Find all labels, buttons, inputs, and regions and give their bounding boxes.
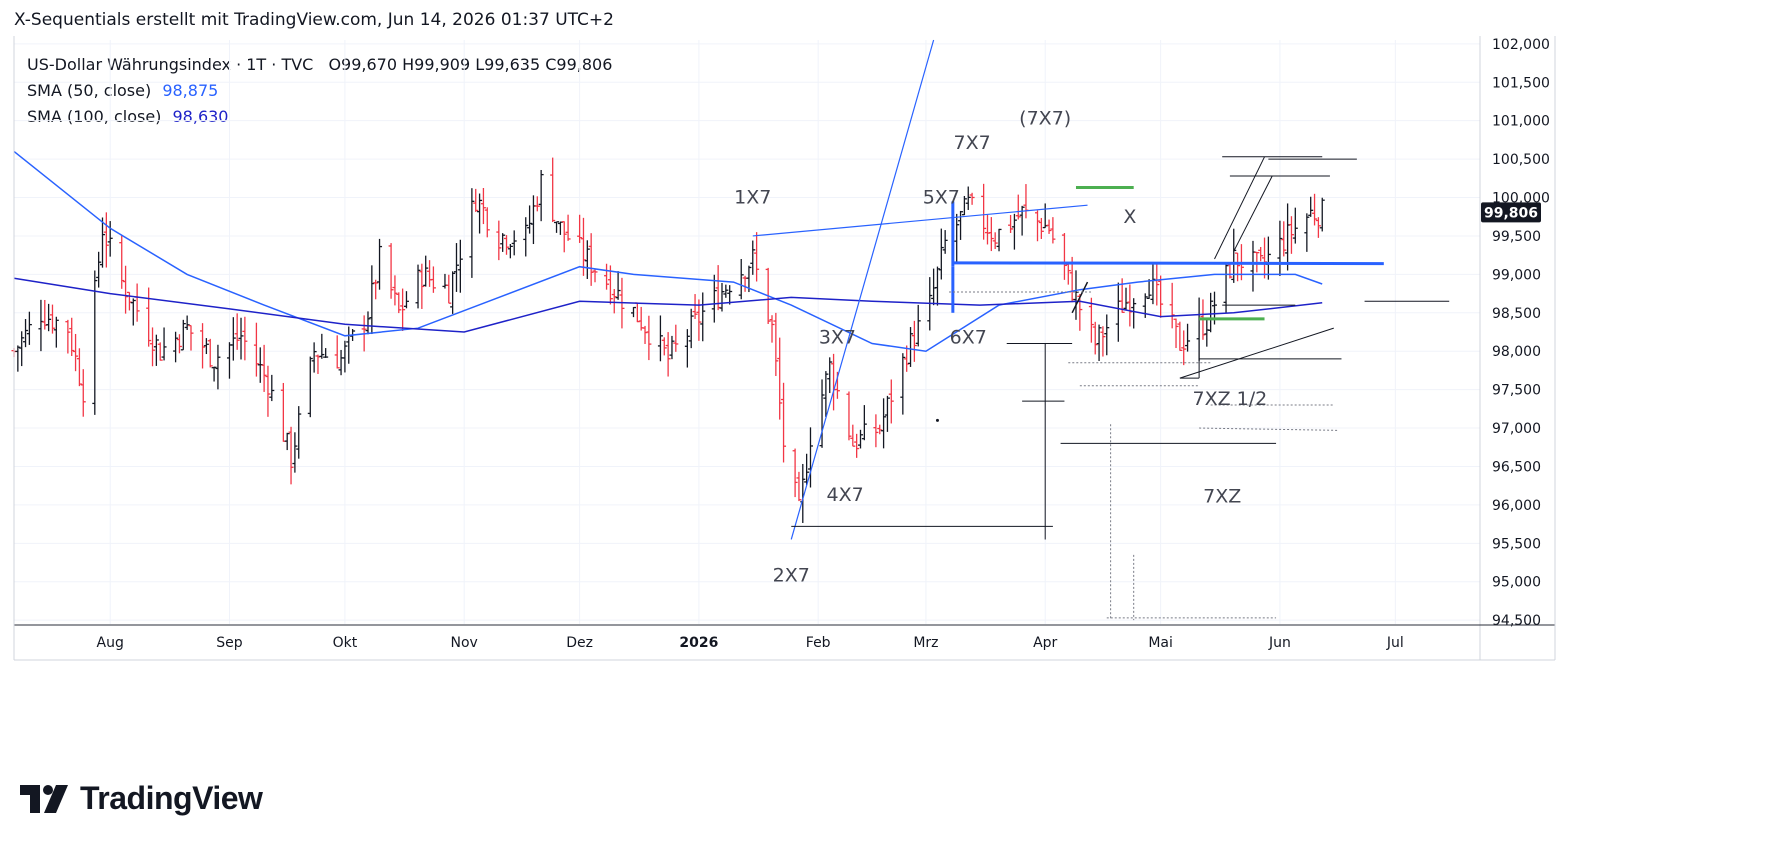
- legend-open-key: O: [328, 55, 342, 74]
- legend-low: 99,635: [484, 55, 541, 74]
- x-tick-label: Apr: [1033, 635, 1057, 651]
- annotation-label: 7X7: [953, 132, 990, 154]
- legend-sma50-value: 98,875: [162, 81, 219, 100]
- legend-symbol-row[interactable]: US-Dollar Währungsindex · 1T · TVC O99,6…: [27, 52, 612, 78]
- legend-symbol: US-Dollar Währungsindex · 1T · TVC: [27, 55, 314, 74]
- annotation-label: 3X7: [819, 327, 856, 349]
- x-tick-label: Mrz: [913, 635, 938, 651]
- tradingview-logo-icon: [20, 784, 68, 813]
- trend-line: [790, 39, 935, 540]
- annotation-label: 6X7: [950, 327, 987, 349]
- y-tick-label: 97,000: [1492, 421, 1541, 437]
- drawing-lines: [752, 39, 1450, 621]
- last-price-badge: [1481, 202, 1541, 223]
- y-tick-label: 95,500: [1492, 536, 1541, 552]
- legend-sma100-label: SMA (100, close): [27, 107, 162, 126]
- annotation-label: 7XZ: [1203, 486, 1241, 508]
- x-tick-label: Nov: [451, 635, 478, 651]
- y-tick-label: 99,500: [1492, 229, 1541, 245]
- y-tick-label: 97,500: [1492, 383, 1541, 399]
- trend-line: [752, 204, 1088, 237]
- x-tick-label: Mai: [1148, 635, 1173, 651]
- annotation-label: 5X7: [923, 187, 960, 209]
- x-tick-label: Okt: [333, 635, 358, 651]
- annotation-labels: 1X7 2X7 3X7 4X7 5X7 6X7 7X7 (7X7) X 7XZ 1/2 7XZ: [734, 108, 1267, 587]
- legend-high-key: H: [402, 55, 415, 74]
- x-tick-label: Feb: [806, 635, 831, 651]
- x-tick-label: Aug: [97, 635, 124, 651]
- sma100-line: [13, 277, 1323, 333]
- tradingview-brand[interactable]: TradingView: [20, 780, 263, 817]
- legend-sma50-row[interactable]: SMA (50, close) 98,875: [27, 78, 612, 104]
- x-tick-label: Jul: [1386, 635, 1404, 651]
- chart-axes: 94,500 95,000 95,500 96,000 96,500 97,000 97,5…: [13, 36, 1556, 661]
- legend-ohlc: O99,670 H99,909 L99,635 C99,806: [328, 55, 612, 74]
- y-tick-label: 99,000: [1492, 267, 1541, 283]
- legend-sma100-row[interactable]: SMA (100, close) 98,630: [27, 104, 612, 130]
- annotation-label: 1X7: [734, 187, 771, 209]
- legend-sma50-label: SMA (50, close): [27, 81, 152, 100]
- annotation-label: 2X7: [773, 565, 810, 587]
- y-tick-label: 101,500: [1492, 75, 1550, 91]
- annotation-label: 4X7: [827, 484, 864, 506]
- trend-line: [1214, 156, 1265, 260]
- annotation-label: 7XZ 1/2: [1193, 388, 1268, 410]
- x-tick-label: Dez: [566, 635, 593, 651]
- y-tick-label: 98,000: [1492, 344, 1541, 360]
- marker-dot: [935, 418, 939, 422]
- y-tick-label: 98,500: [1492, 306, 1541, 322]
- trend-line: [1071, 281, 1089, 314]
- tradingview-brand-name: TradingView: [80, 780, 263, 816]
- trend-line: [1179, 327, 1334, 379]
- legend-sma100-value: 98,630: [172, 107, 229, 126]
- y-tick-label: 102,000: [1492, 37, 1550, 53]
- chart-header-title: X-Sequentials erstellt mit TradingView.c…: [14, 10, 614, 30]
- dotted-line: [1199, 427, 1338, 431]
- sma50-line: [13, 150, 1323, 352]
- y-tick-label: 100,500: [1492, 152, 1550, 168]
- x-tick-label: 2026: [679, 635, 718, 651]
- y-tick-label: 101,000: [1492, 114, 1550, 130]
- chart-legend: US-Dollar Währungsindex · 1T · TVC O99,6…: [27, 52, 612, 130]
- annotation-label: (7X7): [1019, 108, 1071, 130]
- legend-close-key: C: [545, 55, 557, 74]
- trend-line: [952, 261, 1384, 266]
- annotation-label: X: [1123, 206, 1136, 228]
- y-tick-label: 95,000: [1492, 575, 1541, 591]
- x-tick-label: Sep: [216, 635, 243, 651]
- legend-high: 99,909: [414, 55, 471, 74]
- y-tick-label: 94,500: [1492, 613, 1541, 629]
- trend-line: [1233, 175, 1273, 252]
- y-tick-label: 96,000: [1492, 498, 1541, 514]
- last-price-label: 99,806: [1484, 205, 1538, 221]
- ohlc-bars: [11, 157, 1325, 523]
- y-tick-label: 96,500: [1492, 459, 1541, 475]
- x-tick-label: Jun: [1268, 635, 1291, 651]
- legend-close: 99,806: [556, 55, 613, 74]
- legend-open: 99,670: [341, 55, 398, 74]
- sma-lines: [13, 150, 1323, 352]
- legend-low-key: L: [475, 55, 485, 74]
